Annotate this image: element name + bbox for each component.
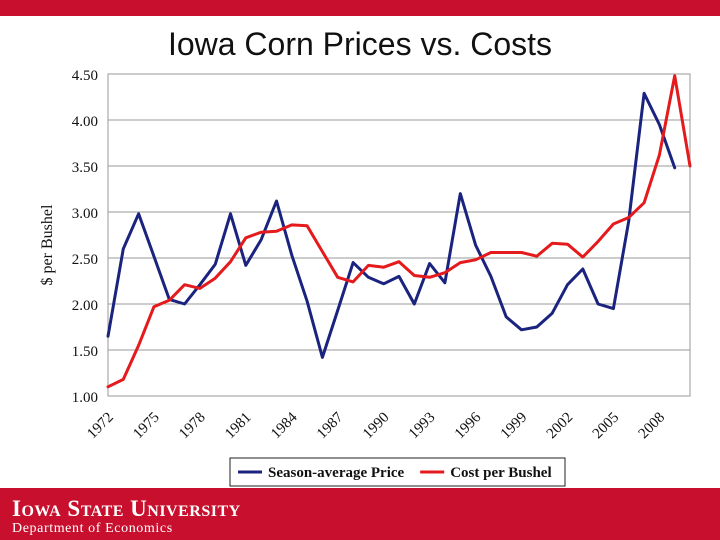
line-chart: 1.00 1.50 2.00 2.50 3.00 3.50 4.00 4.50 1972 1975… [39, 68, 692, 487]
x-tick-label: 1993 [406, 410, 439, 443]
x-tick-label: 1984 [268, 409, 301, 442]
chart-title: Iowa Corn Prices vs. Costs [167, 26, 553, 62]
top-accent-bar [0, 0, 720, 16]
legend-label-0: Season-average Price [268, 465, 405, 481]
y-tick-label: 1.50 [72, 344, 98, 360]
legend-label-1: Cost per Bushel [450, 465, 551, 481]
y-tick-label: 3.50 [72, 160, 98, 176]
x-tick-label: 1981 [222, 410, 255, 443]
x-tick-label: 1999 [498, 410, 531, 443]
y-tick-label: 2.50 [72, 252, 98, 268]
y-tick-label: 4.00 [72, 114, 98, 130]
y-tick-label: 1.00 [72, 390, 98, 406]
series-line-0 [106, 91, 677, 359]
x-tick-label: 1987 [314, 409, 347, 442]
x-tick-label: 1996 [452, 409, 485, 442]
university-wordmark: Iowa State University [12, 496, 241, 521]
plot-area [107, 73, 691, 397]
x-tick-label: 2002 [544, 410, 577, 443]
y-tick-label: 4.50 [72, 68, 98, 84]
y-axis-label: $ per Bushel [39, 204, 56, 285]
x-tick-label: 1978 [176, 410, 209, 443]
footer-bar: Iowa State University Department of Econ… [0, 488, 720, 540]
department-label: Department of Economics [12, 521, 173, 536]
x-tick-label: 2005 [590, 410, 623, 443]
x-tick-label: 1990 [360, 410, 393, 443]
y-tick-label: 3.00 [72, 206, 98, 222]
x-tick-label: 1975 [130, 410, 163, 443]
x-tick-label: 2008 [636, 410, 669, 443]
series-line-1 [106, 74, 692, 389]
x-tick-label: 1972 [84, 410, 117, 443]
legend-box [229, 457, 566, 487]
y-tick-label: 2.00 [72, 298, 98, 314]
